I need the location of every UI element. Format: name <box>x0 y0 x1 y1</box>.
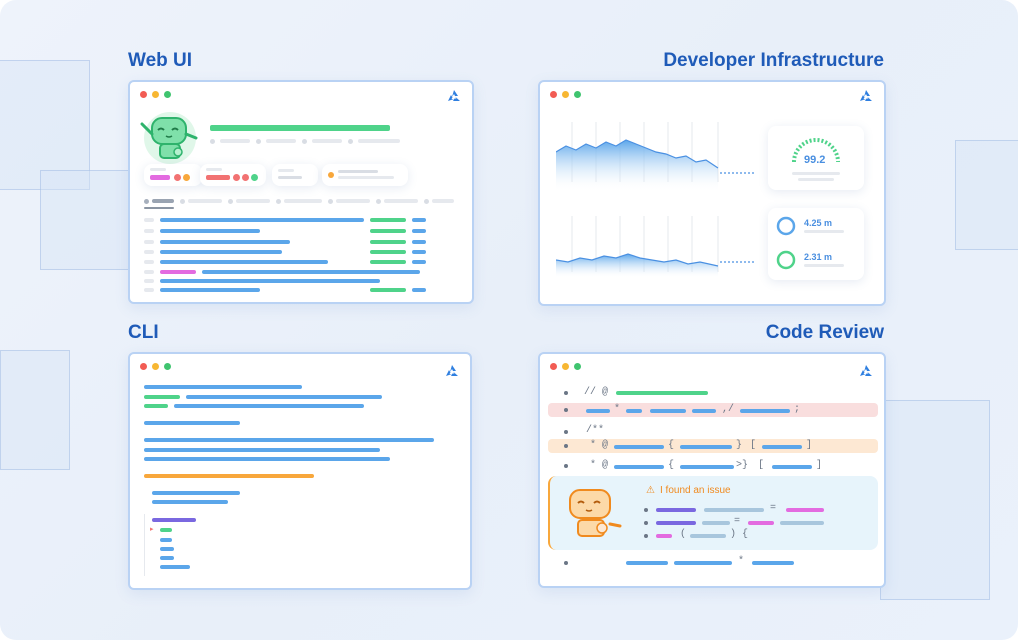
cli-line <box>144 448 380 452</box>
label-card[interactable] <box>272 164 318 186</box>
label-card[interactable] <box>200 164 266 186</box>
cli-line <box>174 404 364 408</box>
bg-cube <box>955 140 1018 250</box>
robot-mascot-icon <box>140 112 198 164</box>
meta-bar <box>266 139 296 143</box>
code-review-window: // @ * ,/ ; /** * @ { } [ ] * @ { >} [ <box>538 352 886 588</box>
tree-item[interactable] <box>160 528 172 532</box>
tab[interactable] <box>384 199 418 203</box>
cli-line <box>152 491 240 495</box>
close-dot-icon[interactable] <box>140 91 147 98</box>
tab[interactable] <box>336 199 370 203</box>
file-tree <box>144 514 204 576</box>
meta-dot <box>302 139 307 144</box>
cli-line <box>152 500 228 504</box>
section-title-dev-infra: Developer Infrastructure <box>663 50 884 71</box>
window-controls <box>550 91 581 98</box>
tab[interactable] <box>432 199 454 203</box>
header-bar <box>210 125 390 131</box>
gauge-card[interactable]: 99.2 <box>768 126 864 190</box>
tree-caret-icon: ▸ <box>150 526 154 533</box>
metrics-card[interactable]: 4.25 m 2.31 m <box>768 208 864 280</box>
gauge-value: 99.2 <box>804 154 826 166</box>
dev-infra-window: 99.2 <box>538 80 886 306</box>
tab[interactable] <box>284 199 322 203</box>
area-chart-top <box>556 122 754 192</box>
cli-line <box>186 395 382 399</box>
meta-bar <box>358 139 400 143</box>
gauge-arc-icon <box>792 138 840 163</box>
bg-cube <box>0 350 70 470</box>
close-dot-icon[interactable] <box>550 363 557 370</box>
warning-icon: ⚠ <box>646 485 655 496</box>
bg-cube <box>880 400 990 600</box>
area-chart-bottom <box>556 216 754 278</box>
web-ui-window <box>128 80 474 304</box>
tree-item[interactable] <box>160 538 172 542</box>
maximize-dot-icon[interactable] <box>574 91 581 98</box>
tree-item[interactable] <box>160 565 190 569</box>
cli-warning-line <box>144 474 314 478</box>
close-dot-icon[interactable] <box>140 363 147 370</box>
cli-line <box>144 385 302 389</box>
recycle-logo-icon <box>448 90 460 101</box>
tab[interactable] <box>236 199 270 203</box>
recycle-logo-icon <box>860 90 872 101</box>
ring-green-icon <box>776 250 796 270</box>
minimize-dot-icon[interactable] <box>562 363 569 370</box>
maximize-dot-icon[interactable] <box>164 91 171 98</box>
robot-reviewer-icon <box>569 489 622 537</box>
tree-item[interactable] <box>160 556 174 560</box>
meta-bar <box>312 139 342 143</box>
cli-window: ▸ <box>128 352 472 590</box>
maximize-dot-icon[interactable] <box>164 363 171 370</box>
minimize-dot-icon[interactable] <box>152 363 159 370</box>
maximize-dot-icon[interactable] <box>574 363 581 370</box>
label-card[interactable] <box>144 164 202 186</box>
meta-bar <box>220 139 250 143</box>
cli-line <box>144 438 434 442</box>
code-comment: // @ <box>584 387 609 398</box>
cli-line <box>144 421 240 425</box>
tab-underline <box>144 207 174 209</box>
cli-line <box>144 404 168 408</box>
tab-dot <box>144 199 149 204</box>
meta-dot <box>348 139 353 144</box>
close-dot-icon[interactable] <box>550 91 557 98</box>
ring-blue-icon <box>776 216 796 236</box>
section-title-code-review: Code Review <box>765 322 884 343</box>
window-controls <box>140 363 171 370</box>
tree-item[interactable] <box>160 547 174 551</box>
cli-line <box>144 395 180 399</box>
window-controls <box>550 363 581 370</box>
tab[interactable] <box>188 199 222 203</box>
tab-active[interactable] <box>152 199 174 203</box>
meta-dot <box>256 139 261 144</box>
bg-cube <box>40 170 130 270</box>
cli-line <box>144 457 390 461</box>
window-controls <box>140 91 171 98</box>
section-title-cli: CLI <box>128 322 159 343</box>
metric-value-1: 4.25 m <box>804 218 833 228</box>
recycle-logo-icon <box>860 365 872 376</box>
meta-dot <box>210 139 215 144</box>
minimize-dot-icon[interactable] <box>152 91 159 98</box>
label-card[interactable] <box>322 164 408 186</box>
minimize-dot-icon[interactable] <box>562 91 569 98</box>
issue-title: I found an issue <box>660 485 731 496</box>
section-title-web-ui: Web UI <box>128 50 193 71</box>
tree-root[interactable] <box>152 518 196 522</box>
bg-cube <box>0 60 90 190</box>
recycle-logo-icon <box>446 365 458 376</box>
metric-value-2: 2.31 m <box>804 252 833 262</box>
